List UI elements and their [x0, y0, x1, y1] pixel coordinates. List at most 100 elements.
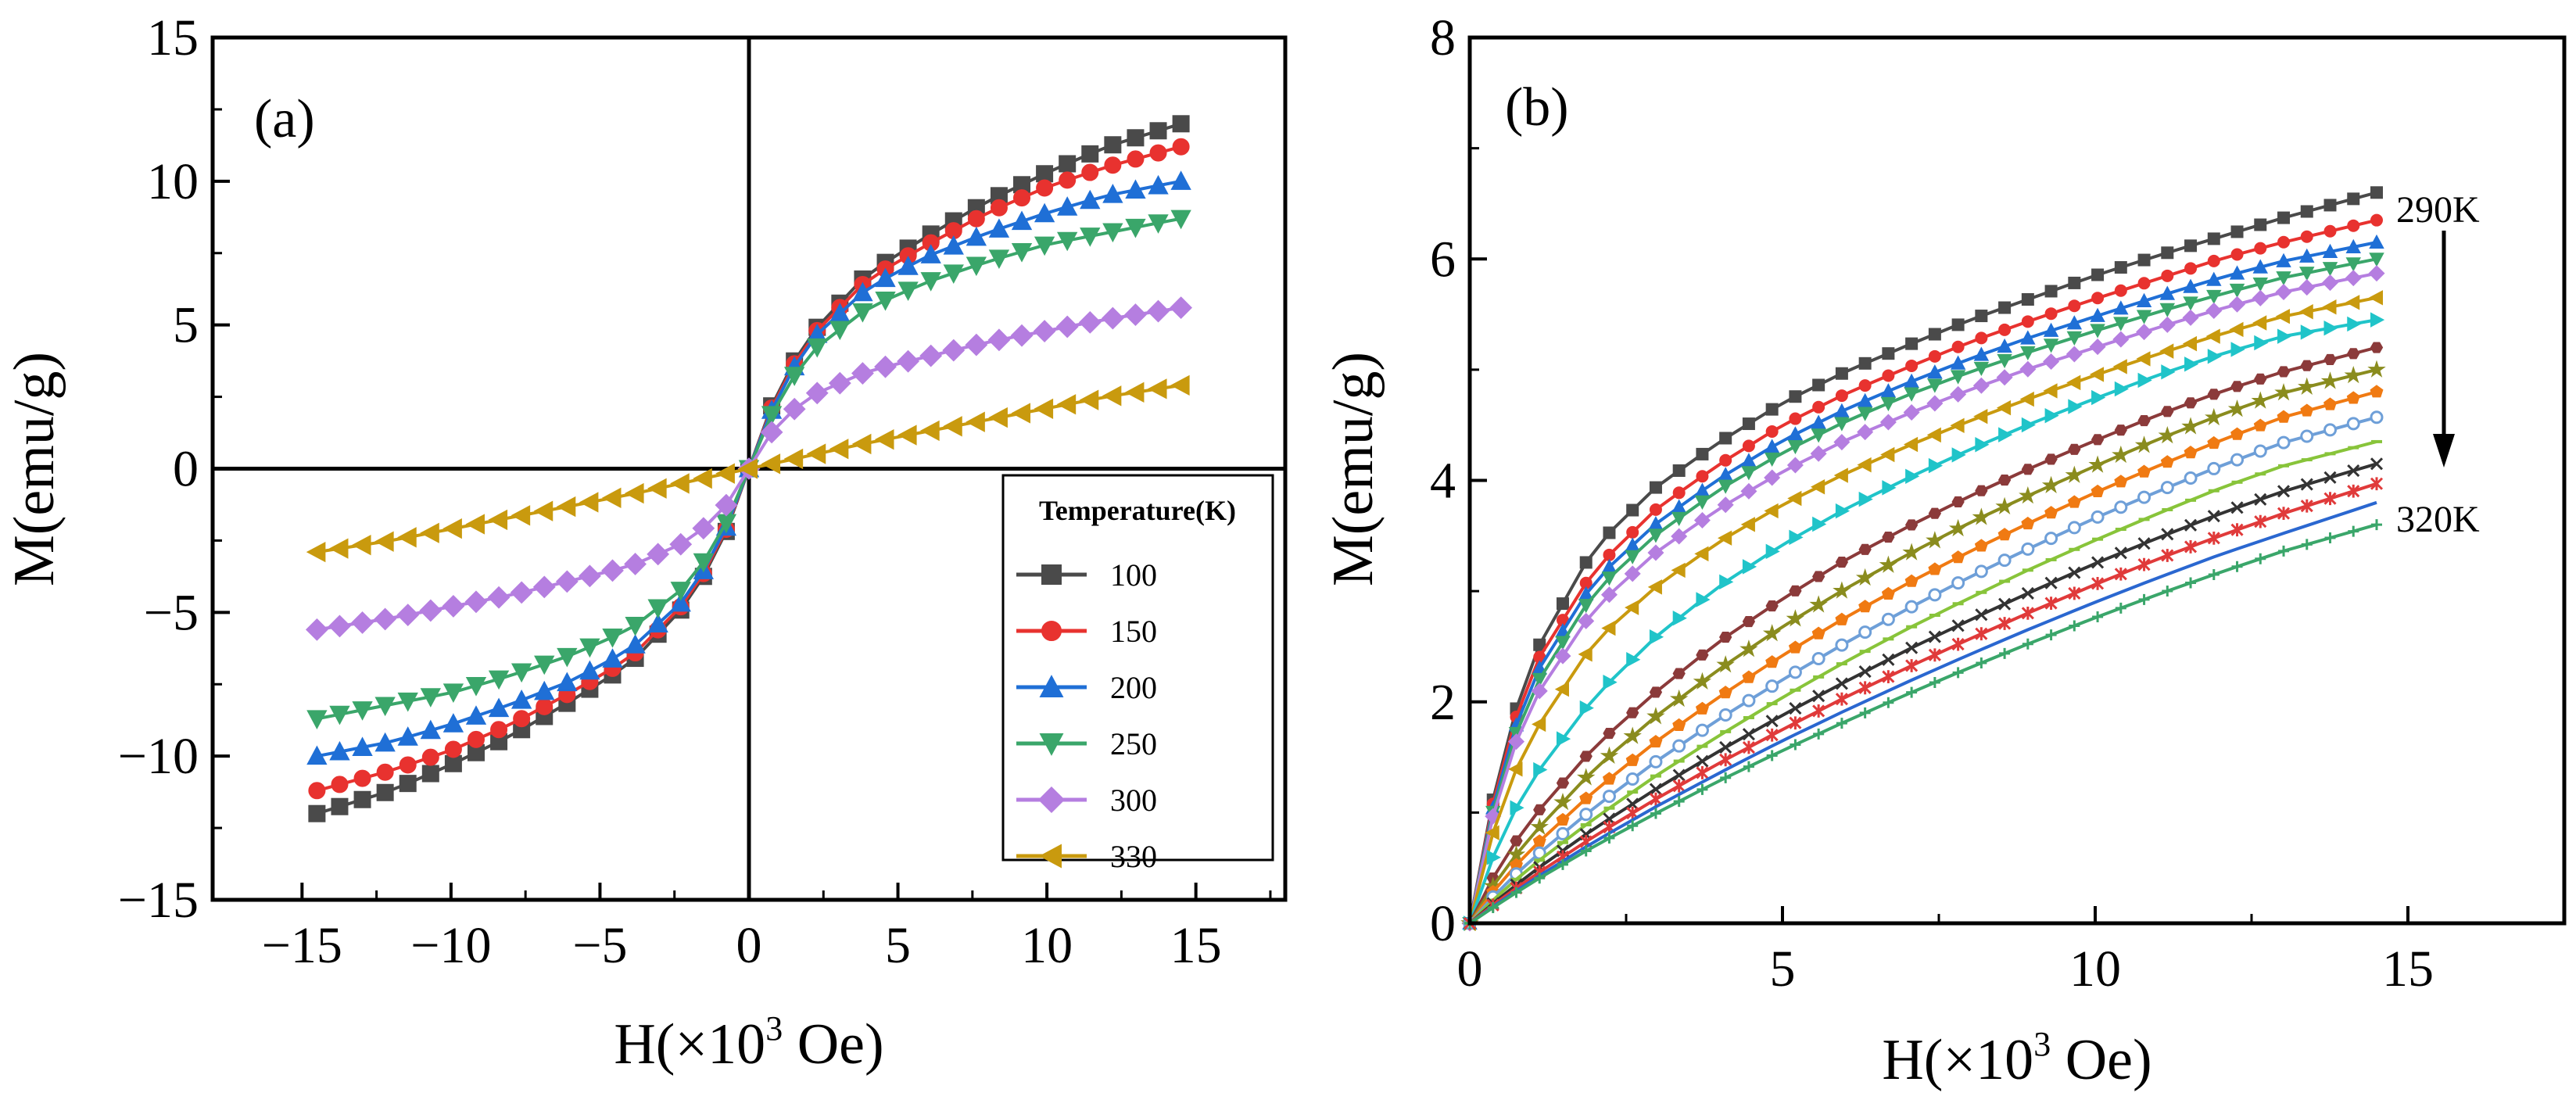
data-point [2066, 331, 2083, 346]
data-point [1172, 138, 1190, 156]
data-point [2041, 475, 2061, 494]
data-point [1951, 340, 1965, 353]
data-point [467, 730, 485, 748]
series-line [1468, 191, 2377, 924]
data-point [2300, 403, 2314, 417]
data-point [511, 505, 531, 526]
data-point [2043, 353, 2060, 371]
data-point [1810, 445, 1827, 462]
data-point [2115, 602, 2126, 614]
data-point [2229, 265, 2245, 280]
data-point [1951, 447, 1966, 463]
data-point [1696, 447, 1709, 460]
data-point [1125, 179, 1146, 199]
data-point [1623, 726, 1642, 744]
series-301K [1464, 439, 2382, 925]
data-point [488, 509, 508, 531]
data-point [1903, 436, 1919, 453]
data-point [2019, 486, 2037, 504]
data-point [1764, 452, 1780, 468]
y-tick-label: −10 [118, 728, 199, 785]
data-point [1928, 328, 1941, 341]
data-point [1531, 682, 1548, 700]
data-point [2136, 292, 2152, 307]
data-point [2161, 246, 2174, 260]
data-point [2021, 292, 2034, 306]
data-point [2021, 606, 2034, 620]
series-line [1468, 482, 2377, 925]
data-point [1485, 825, 1499, 840]
x-tick-label: 0 [1457, 940, 1483, 998]
panel-a-x-title: H(×103 Oe) [614, 1009, 883, 1077]
data-point [1533, 804, 1546, 815]
data-point [2277, 328, 2292, 344]
data-point [1950, 355, 1966, 370]
data-point [488, 697, 510, 718]
data-point [1975, 310, 1988, 323]
data-point [1788, 640, 1802, 654]
data-point [920, 272, 941, 292]
data-point [738, 458, 758, 479]
data-point [1765, 403, 1779, 416]
data-point [2205, 328, 2220, 344]
y-tick-label: 0 [1430, 895, 1456, 952]
data-point [1812, 690, 1825, 703]
data-point [1649, 792, 1663, 806]
data-point [1534, 872, 1546, 884]
legend-title: Temperature(K) [1039, 495, 1236, 526]
data-point [1080, 189, 1101, 210]
x-tick-label: 10 [2069, 940, 2121, 998]
series-line [1468, 439, 2377, 925]
series-250 [306, 210, 1191, 729]
data-point [692, 517, 715, 540]
data-point [897, 256, 919, 275]
data-point [2183, 278, 2198, 293]
data-point [2159, 285, 2176, 300]
data-point [1812, 516, 1827, 532]
data-point [2300, 230, 2313, 243]
data-point [966, 226, 987, 246]
data-point [1719, 574, 1734, 590]
data-point [2161, 269, 2174, 282]
data-point [988, 249, 1010, 270]
legend-label: 300 [1110, 783, 1157, 818]
data-point [624, 482, 644, 504]
data-point [2206, 271, 2222, 286]
annotation-320k: 320K [2396, 499, 2480, 540]
series-293K [1462, 253, 2384, 932]
data-point [1036, 179, 1054, 197]
data-point [1508, 761, 1523, 777]
legend-item-330: 330 [1016, 839, 1157, 874]
data-point [2136, 351, 2151, 367]
data-point [2114, 425, 2127, 436]
data-point [1580, 845, 1592, 857]
data-point [2161, 528, 2174, 541]
data-point [897, 349, 920, 373]
data-point [374, 531, 394, 552]
data-point [1081, 163, 1099, 181]
data-point [1507, 844, 1526, 863]
data-point [534, 680, 555, 700]
data-point [444, 754, 462, 772]
data-point [1835, 389, 1848, 403]
data-point [1057, 231, 1078, 252]
data-point [1149, 122, 1167, 140]
data-point [1602, 790, 1616, 804]
data-point [784, 367, 805, 386]
data-point [2112, 359, 2127, 374]
data-point [1649, 629, 1664, 645]
data-point [2370, 477, 2384, 491]
data-point [1905, 659, 1919, 672]
data-point [1649, 503, 1662, 516]
data-point [1880, 396, 1897, 412]
data-point [1626, 797, 1639, 811]
y-tick-label: 15 [147, 9, 199, 66]
data-point [2181, 417, 2200, 435]
data-point [2091, 389, 2106, 406]
legend-label: 330 [1110, 839, 1157, 874]
data-point [851, 362, 874, 385]
data-point [2229, 296, 2246, 313]
data-point [1034, 202, 1055, 223]
data-point [1789, 412, 1802, 425]
data-point [1649, 481, 1662, 494]
